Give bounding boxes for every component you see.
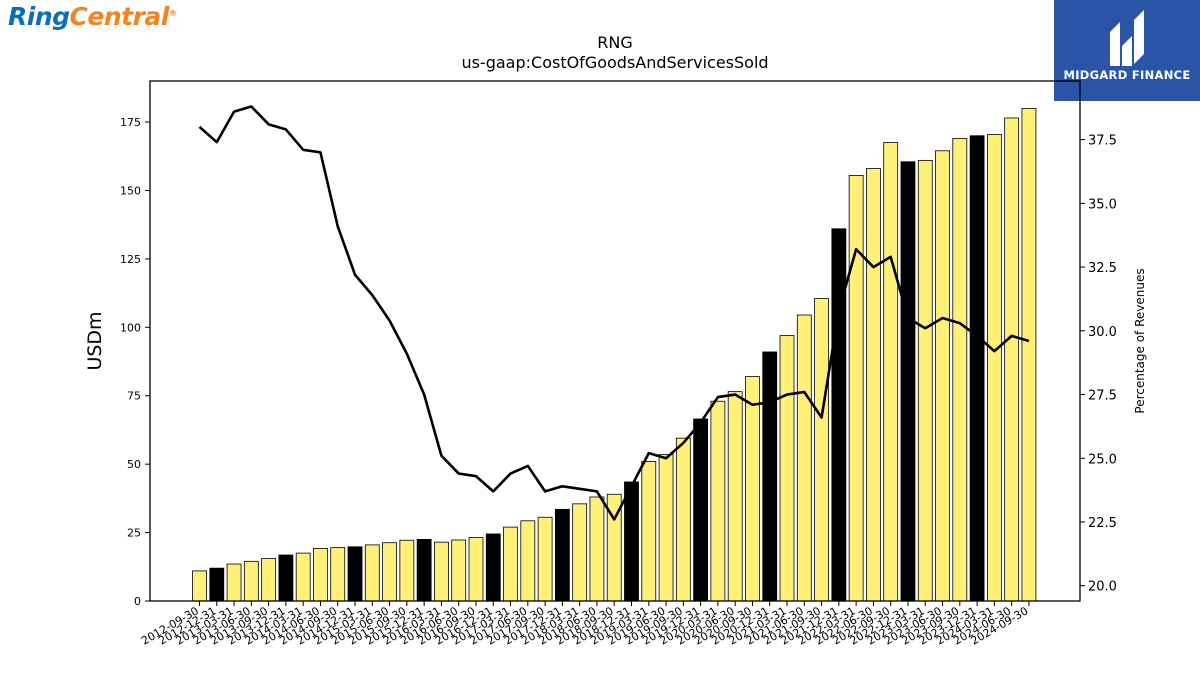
bar [969, 135, 985, 602]
bar [347, 546, 363, 602]
bar [831, 228, 847, 602]
ringcentral-logo: RingCentral® [8, 2, 177, 31]
bar [900, 161, 916, 602]
bar [710, 400, 726, 602]
y-axis-label: USDm [84, 311, 106, 370]
y2-tick-label: 22.5 [1088, 516, 1117, 531]
y-tick-label: 100 [120, 321, 141, 334]
bar [779, 335, 795, 602]
y2-tick-label: 35.0 [1088, 197, 1117, 212]
bar [917, 159, 933, 602]
bar [278, 554, 294, 602]
bar [693, 418, 709, 602]
midgard-finance-watermark: MIDGARD FINANCE [1054, 0, 1200, 101]
y2-tick-label: 37.5 [1088, 134, 1117, 149]
bar [745, 376, 760, 602]
y2-tick-label: 30.0 [1088, 325, 1117, 340]
bar [468, 537, 484, 602]
bar [192, 570, 207, 602]
bar [796, 314, 812, 602]
bar [313, 548, 328, 602]
bar [883, 142, 899, 602]
y2-tick-label: 25.0 [1088, 452, 1117, 467]
bar [1004, 117, 1020, 602]
bar [1021, 107, 1037, 602]
plot-area: 0 25 50 75 100 125 150 175 20.0 22.5 25.0 27.5 30.0 3… [120, 105, 1117, 648]
bar [935, 150, 950, 602]
bar [330, 547, 346, 602]
y-tick-label: 150 [120, 184, 141, 197]
bar [641, 461, 657, 602]
bar [554, 508, 570, 602]
percentage-line [198, 105, 1030, 521]
bar [675, 437, 691, 602]
bar [503, 526, 518, 602]
y-tick-label: 50 [127, 458, 141, 471]
bar [624, 481, 639, 602]
y2-tick-label: 32.5 [1088, 261, 1117, 276]
watermark-text: MIDGARD FINANCE [1063, 68, 1191, 82]
y-tick-label: 0 [134, 595, 141, 608]
bar [658, 454, 674, 602]
bar [226, 563, 242, 602]
bar [520, 520, 536, 602]
y-tick-label: 75 [127, 390, 141, 403]
bar [243, 560, 259, 602]
chart-subtitle: us-gaap:CostOfGoodsAndServicesSold [461, 53, 768, 72]
bar [589, 496, 605, 602]
plot-frame [149, 80, 1081, 602]
bar [848, 175, 864, 602]
y2-axis-label: Percentage of Revenues [1133, 268, 1147, 413]
bar [451, 539, 467, 602]
bar [485, 533, 501, 602]
y2-tick-label: 27.5 [1088, 389, 1117, 404]
y2-tick-label: 20.0 [1088, 580, 1117, 595]
bar [434, 541, 449, 602]
bar [261, 558, 277, 602]
logo-ring-text: Ring [8, 2, 70, 31]
logo-central-text: Central [69, 2, 170, 31]
y-tick-label: 25 [127, 527, 141, 540]
y-tick-label: 125 [120, 253, 141, 266]
bar [295, 552, 311, 602]
midgard-emblem-icon [1110, 10, 1144, 66]
bar [727, 391, 743, 602]
logo-registered-mark: ® [168, 8, 177, 18]
bar [382, 542, 397, 602]
bar [416, 539, 432, 602]
bar [572, 503, 588, 602]
bar [209, 567, 225, 602]
bar [866, 168, 881, 602]
y-tick-label: 175 [120, 116, 141, 129]
chart-title: RNG [597, 33, 632, 52]
bar [399, 539, 415, 602]
bar [814, 298, 829, 602]
bar [952, 138, 968, 602]
bar [762, 351, 778, 602]
bar [364, 544, 380, 602]
bar [537, 516, 553, 602]
bar [986, 133, 1002, 602]
